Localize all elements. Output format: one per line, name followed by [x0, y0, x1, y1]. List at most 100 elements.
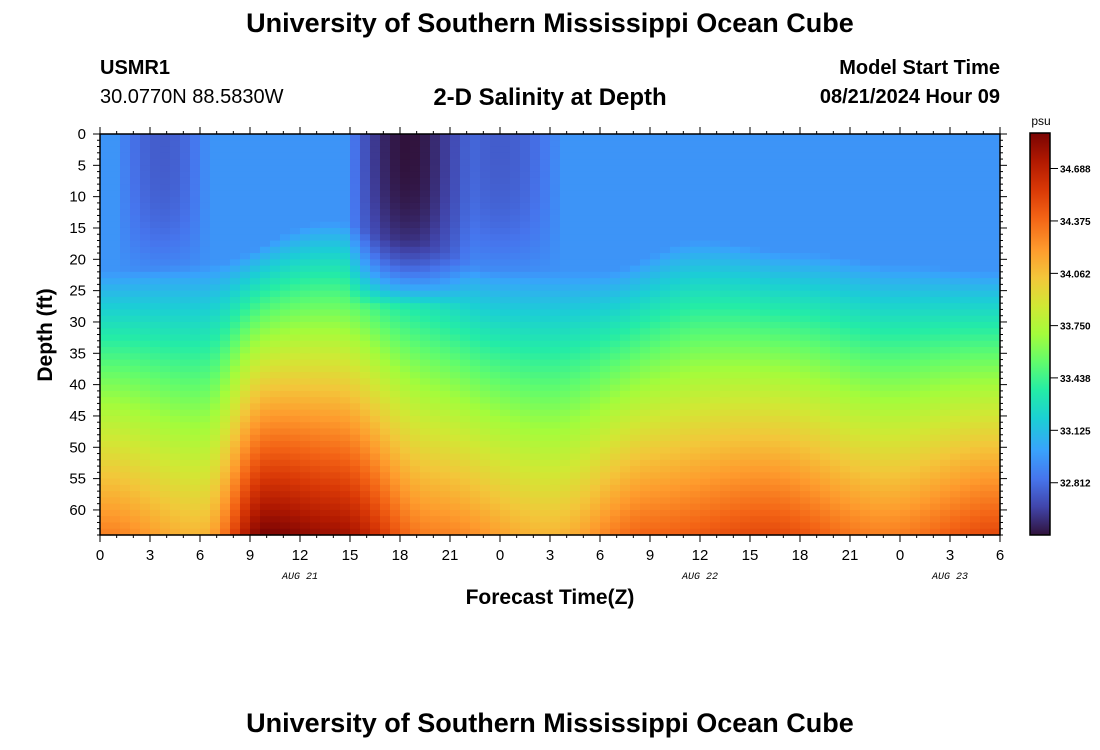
heatmap-cell — [840, 284, 851, 292]
heatmap-cell — [330, 284, 341, 292]
heatmap-cell — [230, 309, 241, 317]
heatmap-cell — [740, 447, 751, 455]
heatmap-cell — [240, 152, 251, 160]
heatmap-cell — [540, 384, 551, 392]
heatmap-cell — [410, 422, 421, 430]
heatmap-cell — [430, 271, 441, 279]
heatmap-cell — [700, 234, 711, 242]
heatmap-cell — [160, 378, 171, 386]
heatmap-cell — [830, 453, 841, 461]
heatmap-cell — [510, 253, 521, 260]
heatmap-cell — [110, 516, 121, 524]
heatmap-cell — [130, 240, 141, 248]
heatmap-cell — [800, 315, 811, 323]
heatmap-cell — [310, 340, 321, 348]
heatmap-cell — [150, 441, 161, 448]
heatmap-cell — [810, 184, 821, 191]
heatmap-cell — [270, 196, 281, 204]
heatmap-cell — [710, 152, 721, 160]
heatmap-cell — [460, 159, 471, 166]
heatmap-cell — [860, 240, 871, 248]
heatmap-cell — [180, 209, 191, 217]
heatmap-cell — [180, 472, 191, 480]
heatmap-cell — [570, 447, 581, 455]
heatmap-cell — [140, 378, 151, 386]
heatmap-cell — [520, 259, 531, 267]
heatmap-cell — [280, 253, 291, 260]
heatmap-cell — [590, 284, 601, 292]
heatmap-cell — [350, 434, 361, 442]
heatmap-cell — [700, 271, 711, 279]
heatmap-cell — [740, 528, 751, 536]
heatmap-cell — [410, 353, 421, 361]
heatmap-cell — [320, 284, 331, 292]
heatmap-cell — [130, 152, 141, 160]
heatmap-cell — [400, 246, 411, 254]
heatmap-cell — [430, 159, 441, 166]
heatmap-cell — [380, 528, 391, 536]
heatmap-cell — [110, 221, 121, 229]
heatmap-cell — [470, 303, 481, 311]
heatmap-cell — [110, 340, 121, 348]
heatmap-cell — [870, 165, 881, 173]
heatmap-cell — [390, 240, 401, 248]
heatmap-cell — [760, 227, 771, 235]
plot-title: 2-D Salinity at Depth — [433, 84, 667, 111]
heatmap-cell — [850, 315, 861, 323]
heatmap-cell — [720, 146, 731, 154]
heatmap-cell — [590, 215, 601, 223]
heatmap-cell — [630, 159, 641, 166]
heatmap-cell — [480, 403, 491, 411]
heatmap-cell — [700, 340, 711, 348]
heatmap-cell — [460, 303, 471, 311]
heatmap-cell — [390, 290, 401, 298]
heatmap-cell — [490, 409, 501, 417]
heatmap-cell — [470, 334, 481, 342]
heatmap-cell — [140, 478, 151, 486]
heatmap-cell — [270, 334, 281, 342]
heatmap-cell — [380, 484, 391, 492]
heatmap-cell — [690, 246, 701, 254]
heatmap-cell — [670, 190, 681, 198]
heatmap-cell — [770, 528, 781, 536]
heatmap-cell — [420, 390, 431, 398]
heatmap-cell — [170, 246, 181, 254]
heatmap-cell — [670, 340, 681, 348]
heatmap-cell — [620, 353, 631, 361]
heatmap-cell — [340, 384, 351, 392]
heatmap-cell — [800, 334, 811, 342]
heatmap-cell — [620, 328, 631, 336]
heatmap-cell — [270, 259, 281, 267]
heatmap-cell — [740, 177, 751, 185]
heatmap-cell — [770, 509, 781, 517]
heatmap-cell — [760, 422, 771, 430]
heatmap-cell — [520, 415, 531, 423]
heatmap-cell — [240, 221, 251, 229]
heatmap-cell — [220, 184, 231, 191]
heatmap-cell — [540, 428, 551, 436]
heatmap-cell — [470, 140, 481, 148]
heatmap-cell — [300, 215, 311, 223]
heatmap-cell — [730, 146, 741, 154]
heatmap-cell — [870, 271, 881, 279]
heatmap-cell — [460, 309, 471, 317]
heatmap-cell — [280, 472, 291, 480]
heatmap-cell — [720, 347, 731, 354]
heatmap-cell — [270, 134, 281, 141]
heatmap-cell — [330, 347, 341, 354]
heatmap-cell — [280, 409, 291, 417]
heatmap-cell — [810, 171, 821, 179]
heatmap-cell — [750, 340, 761, 348]
heatmap-cell — [780, 516, 791, 524]
heatmap-cell — [270, 296, 281, 304]
heatmap-cell — [310, 434, 321, 442]
heatmap-cell — [320, 434, 331, 442]
heatmap-cell — [540, 290, 551, 298]
heatmap-cell — [220, 152, 231, 160]
heatmap-cell — [350, 390, 361, 398]
heatmap-cell — [460, 184, 471, 191]
heatmap-cell — [470, 491, 481, 499]
heatmap-cell — [280, 227, 291, 235]
heatmap-cell — [200, 447, 211, 455]
heatmap-cell — [320, 447, 331, 455]
